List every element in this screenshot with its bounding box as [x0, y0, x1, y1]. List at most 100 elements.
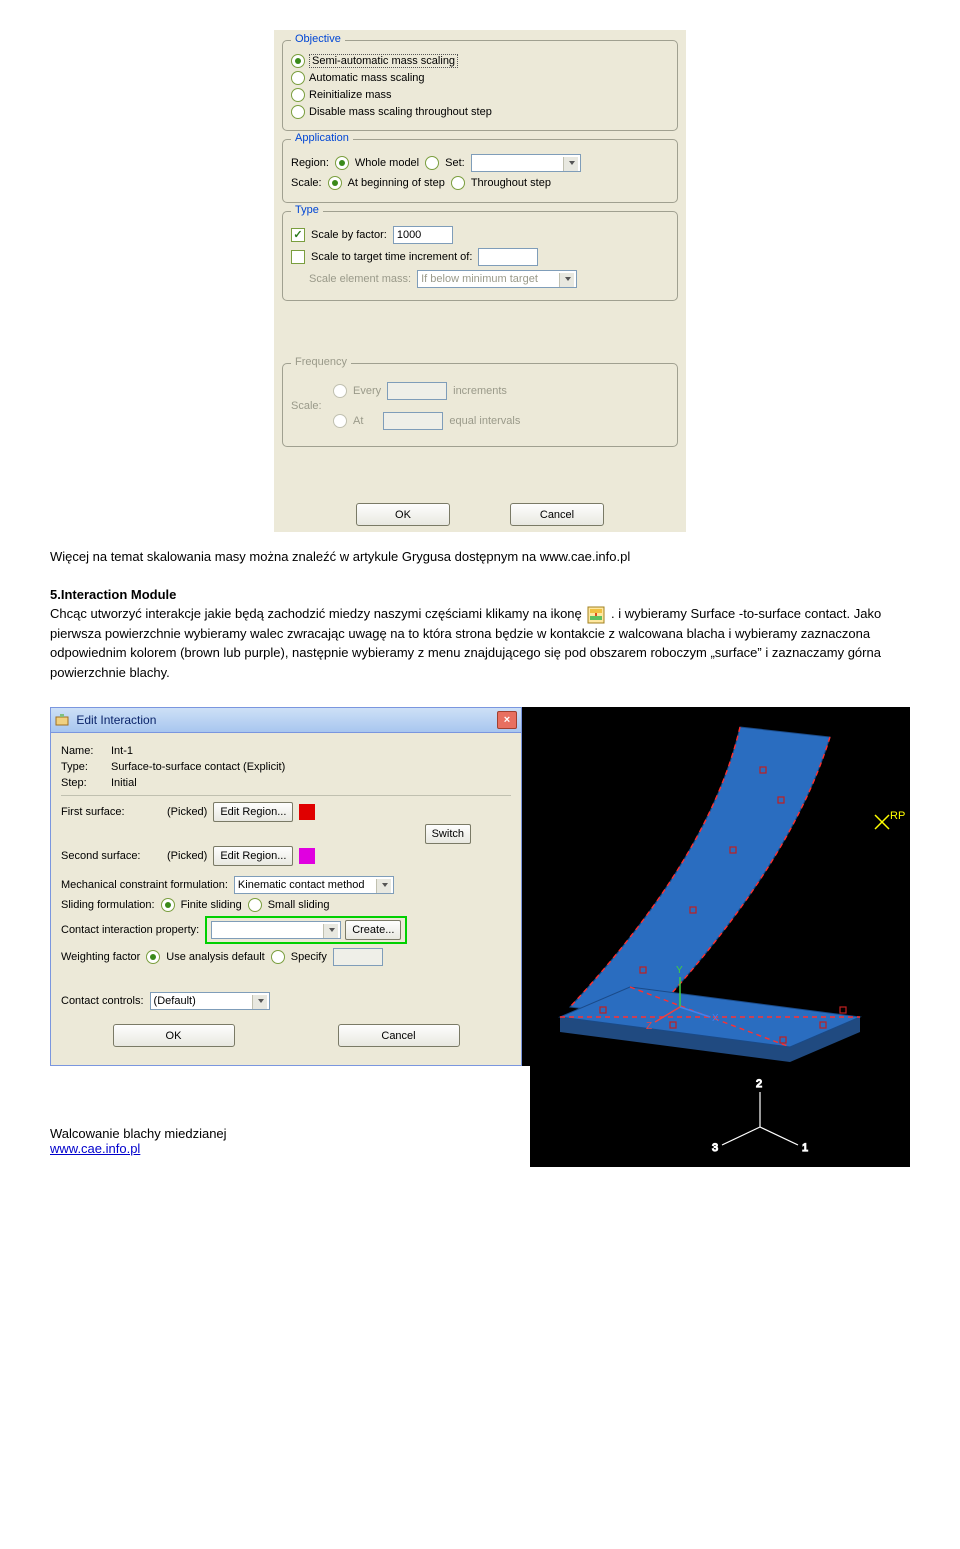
footer-link[interactable]: www.cae.info.pl	[50, 1141, 140, 1156]
controls-label: Contact controls:	[61, 995, 144, 1007]
slide-opt-0: Finite sliding	[181, 899, 242, 911]
type-group: Type Scale by factor: 1000 Scale to targ…	[282, 211, 678, 301]
switch-button[interactable]: Switch	[425, 824, 471, 844]
controls-combo[interactable]: (Default)	[150, 992, 270, 1010]
radio-icon[interactable]	[425, 156, 439, 170]
objective-opt-0[interactable]: Semi-automatic mass scaling	[291, 54, 669, 68]
cancel-button[interactable]: Cancel	[510, 503, 604, 526]
radio-icon[interactable]	[328, 176, 342, 190]
mech-combo[interactable]: Kinematic contact method	[234, 876, 394, 894]
radio-icon	[333, 414, 347, 428]
radio-icon[interactable]	[146, 950, 160, 964]
radio-icon[interactable]	[335, 156, 349, 170]
freq-at-label: At	[353, 415, 363, 427]
first-surface-label: First surface:	[61, 806, 161, 818]
close-icon[interactable]: ×	[497, 711, 517, 729]
type-legend: Type	[291, 204, 323, 216]
dialog-title: Edit Interaction	[55, 713, 156, 728]
radio-icon	[333, 384, 347, 398]
model-viewport: Y X Z RP 2	[530, 707, 910, 1167]
prop-highlight: Create...	[205, 916, 407, 944]
ok-button[interactable]: OK	[356, 503, 450, 526]
weight-label: Weighting factor	[61, 951, 140, 963]
objective-legend: Objective	[291, 33, 345, 45]
scale-to-target-input[interactable]	[478, 248, 538, 266]
radio-icon[interactable]	[291, 71, 305, 85]
caption-line1: Więcej na temat skalowania masy można zn…	[50, 547, 910, 567]
weight-opt-1: Specify	[291, 951, 327, 963]
radio-icon[interactable]	[161, 898, 175, 912]
scale-by-factor-label: Scale by factor:	[311, 229, 387, 241]
step-label: Step:	[61, 777, 105, 789]
frequency-legend: Frequency	[291, 356, 351, 368]
radio-icon[interactable]	[271, 950, 285, 964]
edit-interaction-dialog: Edit Interaction × Name:Int-1 Type:Surfa…	[50, 707, 522, 1066]
titlebar: Edit Interaction ×	[51, 708, 521, 733]
ok-button-2[interactable]: OK	[113, 1024, 235, 1047]
scale-to-target-label: Scale to target time increment of:	[311, 251, 472, 263]
caption-block: Więcej na temat skalowania masy można zn…	[50, 547, 910, 682]
svg-text:X: X	[712, 1013, 719, 1024]
scale-by-factor-input[interactable]: 1000	[393, 226, 453, 244]
first-picked: (Picked)	[167, 806, 207, 818]
objective-opt-1[interactable]: Automatic mass scaling	[291, 71, 669, 85]
first-swatch	[299, 804, 315, 820]
slide-opt-1: Small sliding	[268, 899, 330, 911]
weight-opt-0: Use analysis default	[166, 951, 264, 963]
objective-opt-2[interactable]: Reinitialize mass	[291, 88, 669, 102]
second-surface-label: Second surface:	[61, 850, 161, 862]
objective-opt-3[interactable]: Disable mass scaling throughout step	[291, 105, 669, 119]
caption-line2: Chcąc utworzyć interakcje jakie będą zac…	[50, 604, 910, 682]
scale-element-mass-label: Scale element mass:	[309, 273, 411, 285]
type-value: Surface-to-surface contact (Explicit)	[111, 761, 285, 773]
freq-every-input	[387, 382, 447, 400]
scale-by-factor-check[interactable]	[291, 228, 305, 242]
region-opt-0: Whole model	[355, 157, 419, 169]
objective-label-2: Reinitialize mass	[309, 89, 392, 101]
radio-icon[interactable]	[451, 176, 465, 190]
svg-text:Z: Z	[646, 1021, 652, 1032]
radio-icon[interactable]	[291, 105, 305, 119]
scale-opt-1: Throughout step	[471, 177, 551, 189]
freq-every-label: Every	[353, 385, 381, 397]
radio-icon[interactable]	[291, 88, 305, 102]
prop-label: Contact interaction property:	[61, 924, 199, 936]
mech-label: Mechanical constraint formulation:	[61, 879, 228, 891]
set-combo[interactable]	[471, 154, 581, 172]
radio-icon[interactable]	[291, 54, 305, 68]
scale-opt-0: At beginning of step	[348, 177, 445, 189]
second-swatch	[299, 848, 315, 864]
edit-region-2-button[interactable]: Edit Region...	[213, 846, 293, 866]
prop-combo[interactable]	[211, 921, 341, 939]
edit-region-1-button[interactable]: Edit Region...	[213, 802, 293, 822]
app-scale-label: Scale:	[291, 177, 322, 189]
rp-label: RP	[890, 810, 905, 822]
mass-scaling-dialog: Objective Semi-automatic mass scaling Au…	[274, 30, 686, 532]
svg-text:Y: Y	[676, 965, 683, 976]
step-value: Initial	[111, 777, 137, 789]
objective-label-0: Semi-automatic mass scaling	[309, 54, 458, 68]
name-label: Name:	[61, 745, 105, 757]
scale-to-target-check[interactable]	[291, 250, 305, 264]
slide-label: Sliding formulation:	[61, 899, 155, 911]
create-button[interactable]: Create...	[345, 920, 401, 940]
objective-group: Objective Semi-automatic mass scaling Au…	[282, 40, 678, 131]
edit-interaction-screenshot: Edit Interaction × Name:Int-1 Type:Surfa…	[50, 707, 910, 1066]
footer-title: Walcowanie blachy miedzianej	[50, 1126, 227, 1141]
objective-label-3: Disable mass scaling throughout step	[309, 106, 492, 118]
cancel-button-2[interactable]: Cancel	[338, 1024, 460, 1047]
axis-3: 3	[712, 1142, 718, 1154]
axis-2: 2	[756, 1078, 762, 1090]
region-opt-1: Set:	[445, 157, 465, 169]
objective-label-1: Automatic mass scaling	[309, 72, 425, 84]
interaction-icon	[587, 606, 605, 624]
radio-icon[interactable]	[248, 898, 262, 912]
freq-scale-label: Scale:	[291, 400, 327, 412]
application-legend: Application	[291, 132, 353, 144]
freq-at-input	[383, 412, 443, 430]
axis-1: 1	[802, 1142, 808, 1154]
scale-element-mass-combo: If below minimum target	[417, 270, 577, 288]
name-value: Int-1	[111, 745, 133, 757]
application-group: Application Region: Whole model Set: Sca…	[282, 139, 678, 203]
caption-heading: 5.Interaction Module	[50, 585, 910, 605]
